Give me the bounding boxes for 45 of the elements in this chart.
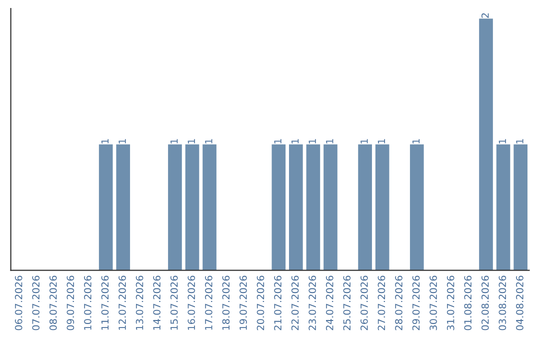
data-label: 1: [498, 139, 506, 144]
data-label: 1: [118, 139, 126, 144]
x-tick-label: 21.07.2026: [274, 276, 282, 330]
data-label: 1: [292, 139, 299, 144]
x-tick-label: 14.07.2026: [153, 276, 160, 330]
x-tick-label: 16.07.2026: [188, 276, 196, 330]
data-label: 1: [188, 139, 195, 144]
x-tick-label: 30.07.2026: [430, 276, 437, 330]
x-tick-label: 17.07.2026: [204, 276, 212, 330]
data-label: 1: [170, 139, 178, 144]
x-tick-label: 09.07.2026: [66, 276, 74, 330]
x-tick-label: 08.07.2026: [49, 276, 57, 330]
x-tick-label: 23.07.2026: [308, 276, 316, 330]
x-tick-label: 10.07.2026: [84, 276, 92, 330]
data-label: 1: [378, 139, 386, 144]
x-tick-label: 25.07.2026: [343, 276, 351, 330]
x-tick-label: 20.07.2026: [256, 276, 264, 330]
x-tick-label: 22.07.2026: [291, 276, 299, 330]
x-tick-label: 01.08.2026: [464, 276, 472, 330]
data-label: 1: [205, 139, 212, 144]
x-tick-label: 02.08.2026: [481, 276, 489, 330]
x-tick-label: 29.07.2026: [412, 276, 420, 330]
x-tick-label: 19.07.2026: [240, 276, 247, 330]
x-tick-label: 04.08.2026: [516, 276, 524, 330]
data-label: 1: [360, 139, 368, 144]
x-tick-label: 18.07.2026: [222, 276, 230, 330]
x-tick-label: 31.07.2026: [446, 276, 454, 330]
x-tick-label: 15.07.2026: [170, 276, 178, 330]
data-label: 2: [481, 13, 489, 18]
x-tick-label: 11.07.2026: [101, 276, 109, 330]
data-label: 1: [412, 139, 420, 144]
x-tick-label: 03.08.2026: [498, 276, 506, 330]
data-label: 1: [308, 139, 316, 144]
x-tick-label: 06.07.2026: [14, 276, 22, 330]
x-tick-label: 26.07.2026: [360, 276, 368, 330]
x-tick-label: 27.07.2026: [378, 276, 386, 330]
x-tick-label: 13.07.2026: [136, 276, 144, 330]
data-label: 1: [101, 139, 109, 144]
data-label: 1: [274, 139, 282, 144]
x-tick-label: 28.07.2026: [395, 276, 402, 330]
x-tick-label: 12.07.2026: [118, 276, 126, 330]
data-label: 1: [516, 139, 524, 144]
x-tick-label: 24.07.2026: [326, 276, 334, 330]
x-tick-label: 07.07.2026: [32, 276, 40, 330]
data-label: 1: [326, 139, 334, 144]
